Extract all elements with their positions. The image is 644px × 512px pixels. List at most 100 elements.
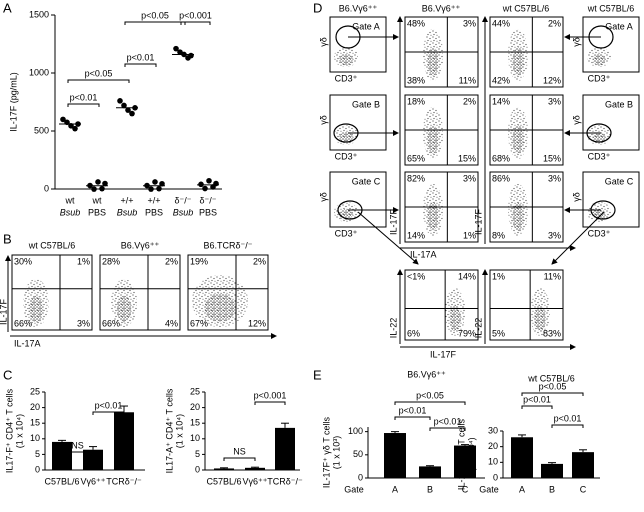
bar <box>454 445 476 478</box>
data-point <box>206 177 212 184</box>
x-tick-label: δ⁻/⁻ <box>174 195 191 205</box>
y-tick-label: 10 <box>30 433 40 443</box>
x-tick-label: PBS <box>88 207 106 217</box>
quadrant-percentage: 1% <box>77 256 90 266</box>
quadrant-percentage: 79% <box>458 328 476 338</box>
x-tick-label: C <box>580 484 587 494</box>
chart-title: B6.Vγ6⁺⁺ <box>407 369 446 379</box>
significance-bracket <box>61 451 94 455</box>
y-tick-label: 20 <box>190 402 200 412</box>
annotation: p<0.01 <box>127 52 155 62</box>
quadrant-percentage: 2% <box>165 256 178 266</box>
bar <box>114 412 134 470</box>
data-point <box>148 186 154 192</box>
annotation: NS <box>233 446 246 456</box>
cell-cloud-core <box>534 304 546 332</box>
significance-bracket <box>551 424 584 428</box>
flow-title: B6.Vγ6⁺⁺ <box>121 240 160 250</box>
panel-label: E <box>313 367 322 382</box>
y-axis-label: IL-17F (pg/mL) <box>8 72 18 132</box>
flow-x-label: IL-17F <box>430 349 457 359</box>
quadrant-percentage: 4% <box>165 318 178 328</box>
quadrant-percentage: 66% <box>14 318 32 328</box>
panel-label: D <box>313 0 322 15</box>
y-axis-unit: (1 x 10⁴) <box>174 414 184 448</box>
cell-cloud-core <box>427 125 439 154</box>
data-point <box>188 52 194 59</box>
y-tick-label: 0 <box>35 464 40 474</box>
significance-bracket <box>180 21 211 25</box>
flow-title: B6.TCRδ⁻/⁻ <box>203 240 252 250</box>
y-tick-label: 0 <box>44 183 49 193</box>
gate-x-label: CD3⁺ <box>335 73 358 83</box>
y-tick-label: 20 <box>488 441 498 451</box>
flow-y-label: IL-22 <box>473 318 483 339</box>
y-axis-label: IL-17F⁺ γδ T cells <box>321 416 331 488</box>
quadrant-percentage: 12% <box>248 318 266 328</box>
panel-label: B <box>3 231 12 246</box>
cell-cloud-core <box>339 54 353 65</box>
y-axis-unit: (1 x 10⁴) <box>14 414 24 448</box>
quadrant-percentage: 1% <box>463 230 476 240</box>
quadrant-percentage: 3% <box>548 173 561 183</box>
y-tick-label: 0 <box>493 472 498 482</box>
x-tick-label: Bsub <box>117 207 138 217</box>
cell-cloud-core <box>427 47 439 76</box>
gate-y-label: γδ <box>571 115 581 125</box>
flow-x-label: IL-17A <box>410 249 437 259</box>
quadrant-percentage: 11% <box>544 271 561 281</box>
annotation: p<0.01 <box>554 413 582 423</box>
quadrant-percentage: 15% <box>543 153 561 163</box>
y-tick-label: 1500 <box>29 9 49 19</box>
chart-title: wt C57BL/6 <box>527 373 575 383</box>
annotation: p<0.05 <box>539 381 567 391</box>
quadrant-percentage: 30% <box>14 256 32 266</box>
quadrant-percentage: <1% <box>407 271 425 281</box>
flow-plot <box>489 269 564 341</box>
significance-bracket <box>67 103 100 107</box>
gate-x-label: CD3⁺ <box>335 228 358 238</box>
annotation: p<0.05 <box>85 68 113 78</box>
quadrant-percentage: 38% <box>407 75 425 85</box>
gate-x-label: CD3⁺ <box>588 73 611 83</box>
y-tick-label: 1000 <box>29 67 49 77</box>
gate-label: Gate C <box>352 176 381 186</box>
quadrant-percentage: 48% <box>407 18 425 28</box>
quadrant-percentage: 14% <box>458 271 476 281</box>
quadrant-percentage: 18% <box>407 96 425 106</box>
cell-cloud-core <box>592 54 606 65</box>
significance-bracket <box>92 411 125 415</box>
data-point <box>60 116 66 123</box>
significance-bracket <box>67 79 130 83</box>
quadrant-percentage: 83% <box>543 328 561 338</box>
quadrant-percentage: 5% <box>492 328 505 338</box>
x-tick-label: δ⁻/⁻ <box>199 195 216 205</box>
x-tick-label: C57BL/6 <box>206 476 241 486</box>
y-tick-label: 10 <box>488 457 498 467</box>
quadrant-percentage: 2% <box>548 18 561 28</box>
cell-cloud-core <box>116 295 132 323</box>
annotation: p<0.01 <box>434 416 462 426</box>
annotation: p<0.01 <box>70 92 98 102</box>
significance-bracket <box>394 416 431 420</box>
quadrant-percentage: 68% <box>492 153 510 163</box>
y-tick-label: 10 <box>190 433 200 443</box>
x-tick-label: Vγ6⁺⁺ <box>80 476 105 486</box>
bar <box>419 466 441 478</box>
y-axis-label: IL17-F⁺ CD4⁺ T cells <box>4 388 14 473</box>
y-axis-label: IL17-A⁺ CD4⁺ T cells <box>164 388 174 473</box>
y-tick-label: 500 <box>34 125 49 135</box>
cell-cloud-core <box>512 125 524 154</box>
cell-cloud-core <box>512 47 524 76</box>
data-point <box>156 185 162 192</box>
x-tick-label: wt <box>92 195 102 205</box>
data-point <box>91 186 97 192</box>
quadrant-percentage: 8% <box>492 230 505 240</box>
y-axis-unit: (1 x 10³) <box>331 436 341 470</box>
x-tick-label: C <box>462 484 469 494</box>
significance-bracket <box>394 401 466 405</box>
data-point <box>213 180 219 187</box>
gate-arrow <box>551 211 605 265</box>
gate-x-label: CD3⁺ <box>588 228 611 238</box>
